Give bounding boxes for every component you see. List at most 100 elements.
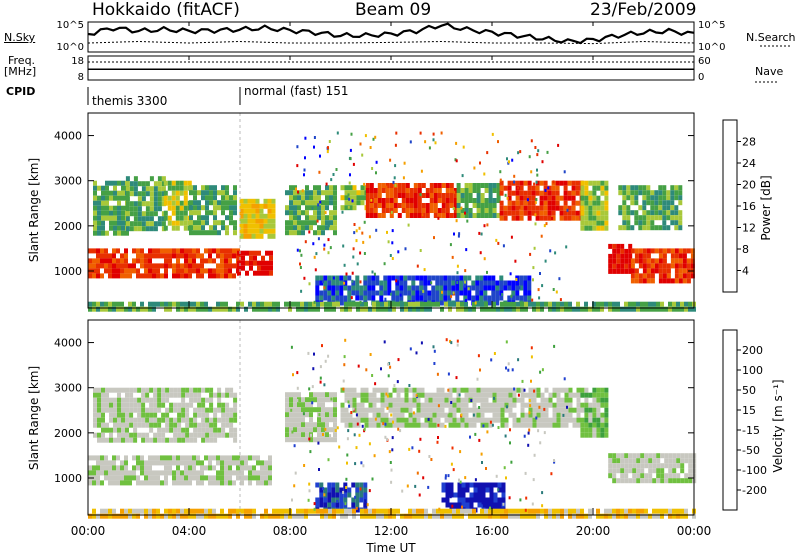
heatmap-cell [164,306,168,312]
heatmap-cell [616,248,621,254]
heatmap-cell [575,215,580,221]
heatmap-cell [363,487,368,493]
heatmap-cell [368,513,372,519]
heatmap-cell [658,263,663,269]
heatmap-cell [97,210,101,216]
heatmap-cell [648,463,653,469]
heatmap-cell [401,198,406,203]
heatmap-cell [88,465,92,471]
heatmap-cell [121,427,125,433]
heatmap-cell [616,243,621,249]
heatmap-cell [640,453,645,459]
heatmap-cell [420,508,424,514]
heatmap-cell [666,190,671,196]
heatmap-cell [592,392,597,398]
heatmap-cell [628,453,633,459]
heatmap-cell [688,306,692,312]
heatmap-cell [612,248,617,254]
heatmap-cell [355,239,358,243]
heatmap-cell [560,407,565,413]
freq-left-tick-top: 18 [71,56,84,67]
heatmap-cell [108,253,112,259]
heatmap-cell [285,412,289,418]
heatmap-cell [321,200,325,206]
heatmap-cell [180,268,184,274]
heatmap-cell [636,458,641,464]
heatmap-cell [576,402,581,408]
heatmap-cell [532,478,535,482]
heatmap-cell [452,402,457,408]
heatmap-cell [176,508,180,514]
heatmap-cell [476,392,481,398]
heatmap-cell [448,397,453,403]
heatmap-cell [173,432,178,438]
heatmap-cell [486,270,488,274]
heatmap-cell [339,275,344,281]
heatmap-cell [678,268,683,274]
heatmap-cell [319,154,321,158]
heatmap-cell [432,508,436,514]
heatmap-cell [197,190,201,196]
heatmap-cell [201,427,206,433]
heatmap-cell [516,301,520,307]
heatmap-cell [416,422,421,428]
heatmap-cell [327,224,330,228]
x-tick-label: 04:00 [172,524,207,538]
heatmap-cell [331,285,336,291]
heatmap-cell [670,263,675,269]
heatmap-cell [648,513,652,519]
heatmap-cell [622,210,627,216]
heatmap-cell [200,263,204,269]
heatmap-cell [424,422,429,428]
heatmap-cell [646,210,651,216]
heatmap-cell [612,508,616,514]
heatmap-cell [464,402,469,408]
heatmap-cell [196,263,200,269]
heatmap-cell [660,473,665,479]
heatmap-cell [149,201,154,207]
heatmap-cell [268,475,272,481]
heatmap-cell [180,513,184,519]
heatmap-cell [488,392,493,398]
heatmap-cell [268,455,272,461]
heatmap-cell [149,176,154,182]
heatmap-cell [128,263,132,269]
heatmap-cell [145,437,150,443]
heatmap-cell [433,188,438,193]
heatmap-cell [520,301,524,307]
heatmap-cell [678,210,683,216]
heatmap-cell [404,387,409,393]
heatmap-cell [140,306,144,312]
heatmap-cell [448,306,452,312]
heatmap-cell [97,387,101,393]
heatmap-cell [500,387,505,393]
heatmap-cell [319,295,324,301]
heatmap-cell [220,508,224,514]
heatmap-cell [447,285,452,291]
heatmap-cell [636,478,641,484]
heatmap-cell [105,407,109,413]
heatmap-cell [236,455,240,461]
heatmap-cell [101,185,105,191]
heatmap-cell [543,190,548,196]
heatmap-cell [156,268,160,274]
heatmap-cell [654,210,659,216]
heatmap-cell [363,492,368,498]
heatmap-cell [493,502,498,508]
heatmap-cell [145,407,150,413]
heatmap-cell [349,157,352,161]
heatmap-cell [456,339,459,343]
heatmap-cell [333,205,337,211]
heatmap-cell [208,513,212,519]
heatmap-cell [167,180,172,186]
heatmap-cell [658,185,663,191]
heatmap-cell [505,366,507,370]
heatmap-cell [297,422,301,428]
heatmap-cell [152,273,156,279]
heatmap-cell [656,458,661,464]
heatmap-cell [113,230,117,236]
heatmap-cell [388,402,393,408]
heatmap-cell [616,513,620,519]
heatmap-cell [352,190,357,196]
